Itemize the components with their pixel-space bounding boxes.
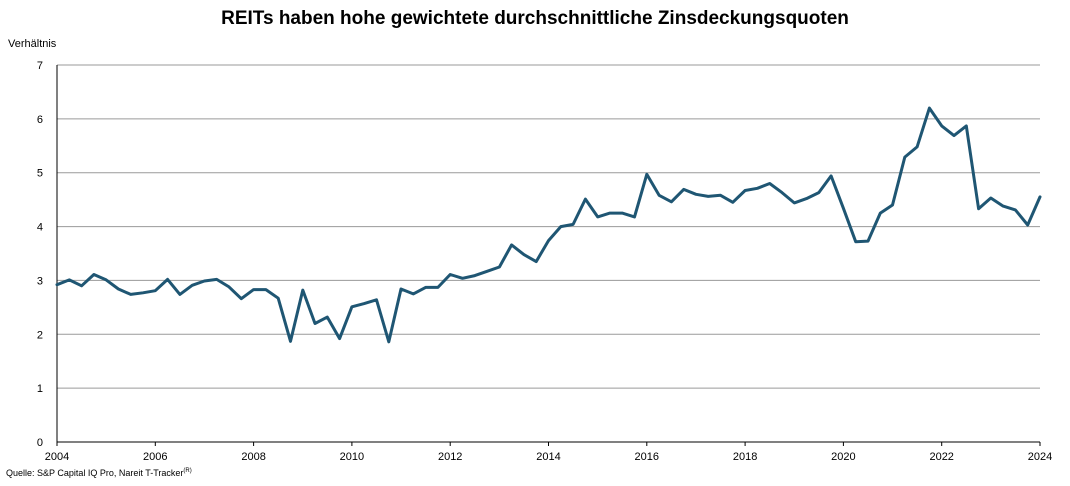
x-tick-label: 2020 bbox=[831, 451, 855, 463]
x-tick-label: 2004 bbox=[45, 451, 69, 463]
x-tick-label: 2010 bbox=[340, 451, 364, 463]
y-tick-label: 0 bbox=[37, 437, 43, 449]
y-tick-label: 3 bbox=[37, 275, 43, 287]
y-tick-label: 4 bbox=[37, 222, 43, 234]
y-tick-label: 2 bbox=[37, 329, 43, 341]
y-tick-label: 6 bbox=[37, 114, 43, 126]
x-tick-label: 2022 bbox=[929, 451, 953, 463]
x-tick-label: 2006 bbox=[143, 451, 167, 463]
series-line bbox=[55, 106, 1042, 344]
series-group bbox=[55, 106, 1042, 344]
source-text: Quelle: S&P Capital IQ Pro, Nareit T-Tra… bbox=[6, 468, 184, 478]
x-tick-label: 2014 bbox=[536, 451, 560, 463]
x-tick-label: 2008 bbox=[241, 451, 265, 463]
x-tick-label: 2024 bbox=[1028, 451, 1052, 463]
y-axis-label: Verhältnis bbox=[8, 38, 57, 50]
x-tick-label: 2018 bbox=[733, 451, 757, 463]
source-note: Quelle: S&P Capital IQ Pro, Nareit T-Tra… bbox=[6, 468, 192, 478]
y-tick-label: 1 bbox=[37, 383, 43, 395]
registered-mark: (R) bbox=[183, 468, 192, 474]
x-tick-label: 2012 bbox=[438, 451, 462, 463]
x-axis-ticks: 2004 2006 2008 2010 2012 2014 2016 2018 2020 2022… bbox=[45, 442, 1052, 463]
x-tick-label: 2016 bbox=[635, 451, 659, 463]
y-axis-ticks: 0 1 2 3 4 5 6 7 bbox=[37, 60, 43, 449]
chart-title: REITs haben hohe gewichtete durchschnitt… bbox=[221, 8, 849, 29]
y-tick-label: 7 bbox=[37, 60, 43, 72]
y-tick-label: 5 bbox=[37, 168, 43, 180]
gridlines bbox=[57, 64, 1040, 389]
